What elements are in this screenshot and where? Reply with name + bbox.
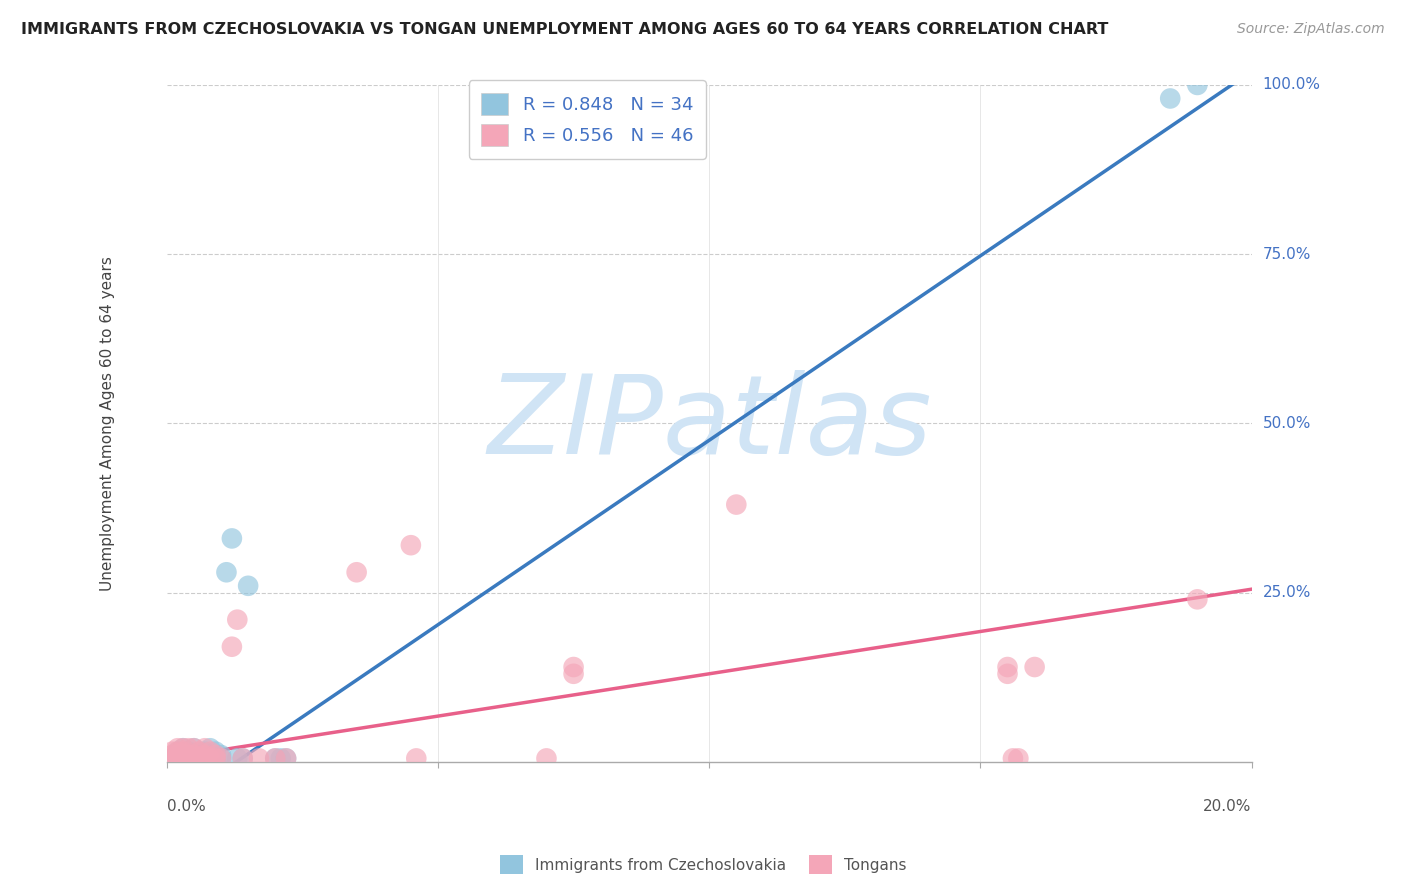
- Point: [194, 751, 217, 765]
- Point: [346, 566, 368, 580]
- Point: [160, 745, 183, 759]
- Text: IMMIGRANTS FROM CZECHOSLOVAKIA VS TONGAN UNEMPLOYMENT AMONG AGES 60 TO 64 YEARS : IMMIGRANTS FROM CZECHOSLOVAKIA VS TONGAN…: [21, 22, 1108, 37]
- Point: [172, 749, 194, 764]
- Point: [166, 741, 188, 756]
- Point: [160, 747, 183, 762]
- Text: Unemployment Among Ages 60 to 64 years: Unemployment Among Ages 60 to 64 years: [100, 256, 115, 591]
- Point: [236, 579, 259, 593]
- Point: [399, 538, 422, 552]
- Point: [1187, 592, 1209, 607]
- Point: [1187, 78, 1209, 92]
- Text: Source: ZipAtlas.com: Source: ZipAtlas.com: [1237, 22, 1385, 37]
- Text: 100.0%: 100.0%: [1263, 78, 1320, 93]
- Text: 75.0%: 75.0%: [1263, 247, 1310, 261]
- Point: [204, 745, 226, 759]
- Point: [226, 751, 249, 765]
- Point: [188, 747, 211, 762]
- Point: [209, 751, 232, 765]
- Point: [215, 566, 238, 580]
- Point: [997, 660, 1019, 674]
- Point: [166, 747, 188, 762]
- Point: [177, 741, 200, 756]
- Text: 20.0%: 20.0%: [1204, 799, 1251, 814]
- Point: [194, 745, 217, 759]
- Point: [172, 741, 194, 756]
- Point: [177, 745, 200, 759]
- Point: [405, 751, 427, 765]
- Point: [209, 747, 232, 762]
- Point: [177, 751, 200, 765]
- Legend: R = 0.848   N = 34, R = 0.556   N = 46: R = 0.848 N = 34, R = 0.556 N = 46: [468, 80, 706, 159]
- Point: [160, 751, 183, 765]
- Point: [183, 747, 205, 762]
- Text: 0.0%: 0.0%: [167, 799, 205, 814]
- Point: [172, 745, 194, 759]
- Point: [536, 751, 558, 765]
- Point: [183, 751, 205, 765]
- Point: [166, 751, 188, 765]
- Point: [198, 751, 221, 765]
- Point: [274, 751, 297, 765]
- Point: [172, 741, 194, 756]
- Point: [562, 666, 585, 681]
- Point: [172, 751, 194, 765]
- Point: [166, 751, 188, 765]
- Point: [177, 747, 200, 762]
- Point: [177, 751, 200, 765]
- Point: [172, 747, 194, 762]
- Point: [270, 751, 292, 765]
- Text: 50.0%: 50.0%: [1263, 416, 1310, 431]
- Point: [562, 660, 585, 674]
- Point: [209, 751, 232, 765]
- Point: [232, 751, 254, 765]
- Point: [166, 747, 188, 762]
- Point: [183, 751, 205, 765]
- Point: [188, 751, 211, 765]
- Point: [247, 751, 270, 765]
- Point: [172, 751, 194, 765]
- Point: [1001, 751, 1024, 765]
- Point: [198, 745, 221, 759]
- Point: [204, 747, 226, 762]
- Point: [188, 751, 211, 765]
- Point: [166, 745, 188, 759]
- Point: [232, 751, 254, 765]
- Point: [194, 741, 217, 756]
- Point: [172, 747, 194, 762]
- Point: [221, 532, 243, 546]
- Point: [198, 751, 221, 765]
- Point: [221, 640, 243, 654]
- Point: [725, 498, 748, 512]
- Point: [264, 751, 287, 765]
- Point: [1024, 660, 1046, 674]
- Point: [1159, 91, 1181, 105]
- Point: [177, 747, 200, 762]
- Point: [264, 751, 287, 765]
- Point: [204, 751, 226, 765]
- Point: [997, 666, 1019, 681]
- Point: [188, 745, 211, 759]
- Point: [166, 745, 188, 759]
- Point: [1007, 751, 1029, 765]
- Point: [274, 751, 297, 765]
- Point: [226, 613, 249, 627]
- Text: ZIPatlas: ZIPatlas: [486, 370, 931, 477]
- Point: [160, 751, 183, 765]
- Point: [183, 747, 205, 762]
- Point: [183, 741, 205, 756]
- Point: [194, 751, 217, 765]
- Text: 25.0%: 25.0%: [1263, 585, 1310, 600]
- Point: [194, 747, 217, 762]
- Point: [183, 741, 205, 756]
- Point: [204, 751, 226, 765]
- Legend: Immigrants from Czechoslovakia, Tongans: Immigrants from Czechoslovakia, Tongans: [494, 849, 912, 880]
- Point: [198, 741, 221, 756]
